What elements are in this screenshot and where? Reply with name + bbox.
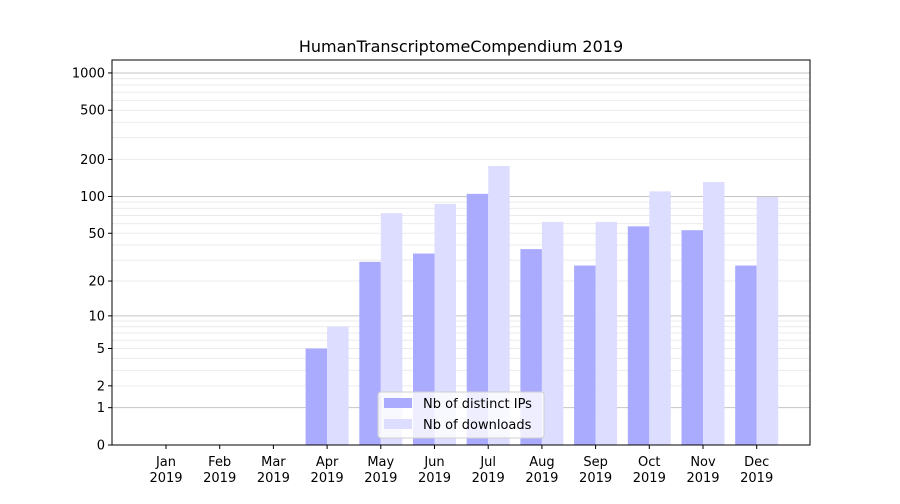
x-tick-label-line: 2019 (525, 471, 558, 486)
legend: Nb of distinct IPs Nb of downloads (377, 391, 545, 439)
x-tick-label: Sep 2019 (579, 455, 612, 486)
plot-frame (111, 59, 811, 446)
x-tick-label: Jul 2019 (472, 455, 505, 486)
bar-downloads (434, 203, 456, 445)
y-axis: 0 1 2 5 10 20 50 100 200 500 1000 (72, 66, 112, 454)
x-tick-label-line: Sep (583, 455, 608, 470)
bar-distinct-ips (574, 265, 596, 445)
x-tick-label: Oct 2019 (633, 455, 666, 486)
bar-distinct-ips (735, 265, 757, 445)
x-tick-label-line: 2019 (257, 471, 290, 486)
x-tick-label: Nov 2019 (686, 455, 719, 486)
y-tick-label: 1 (97, 401, 105, 416)
legend-swatch (384, 419, 412, 429)
bars (305, 165, 779, 445)
x-tick-label-line: 2019 (472, 471, 505, 486)
x-tick-label-line: 2019 (686, 471, 719, 486)
y-tick-label: 20 (88, 275, 105, 290)
y-tick-label: 1000 (72, 66, 105, 81)
x-tick-label-line: 2019 (633, 471, 666, 486)
y-tick-label: 10 (88, 309, 105, 324)
x-tick-label-line: 2019 (364, 471, 397, 486)
bar-downloads (488, 165, 510, 445)
y-tick-label: 5 (97, 342, 105, 357)
bar-distinct-ips (466, 193, 489, 445)
y-tick-label: 200 (80, 153, 105, 168)
x-tick-label: Feb 2019 (203, 455, 236, 486)
x-tick-label: Aug 2019 (525, 455, 558, 486)
x-tick-label-line: 2019 (740, 471, 773, 486)
x-tick-label: Mar 2019 (257, 455, 290, 486)
legend-label: Nb of downloads (423, 418, 532, 433)
y-tick-label: 2 (97, 379, 105, 394)
bar-downloads (756, 197, 779, 445)
x-tick-label-line: Jun (423, 455, 444, 470)
x-tick-label-line: 2019 (579, 471, 612, 486)
bar-downloads (380, 213, 403, 445)
chart-title: HumanTranscriptomeCompendium 2019 (299, 37, 623, 56)
x-tick-label-line: Aug (529, 455, 554, 470)
x-tick-label-line: Mar (261, 455, 286, 470)
x-tick-label-line: Feb (208, 455, 231, 470)
x-tick-label: Jun 2019 (418, 455, 451, 486)
legend-box (377, 391, 545, 439)
x-tick-label-line: 2019 (149, 471, 182, 486)
legend-label: Nb of distinct IPs (423, 397, 532, 412)
legend-swatch (384, 398, 412, 408)
x-tick-label-line: Apr (316, 455, 339, 470)
y-tick-label: 0 (97, 439, 105, 454)
x-tick-label-line: May (367, 455, 394, 470)
x-tick-label-line: 2019 (418, 471, 451, 486)
x-tick-label: Dec 2019 (740, 455, 773, 486)
y-tick-label: 500 (80, 104, 105, 119)
bar-downloads (327, 326, 349, 445)
bar-distinct-ips (681, 230, 703, 445)
x-tick-label-line: Jan (155, 455, 176, 470)
x-tick-label-line: 2019 (311, 471, 344, 486)
bar-downloads (541, 221, 564, 445)
bar-downloads (595, 221, 618, 445)
bar-downloads (703, 182, 725, 445)
y-tick-label: 100 (80, 190, 105, 205)
bar-distinct-ips (627, 226, 650, 445)
x-tick-label-line: Dec (744, 455, 769, 470)
y-tick-label: 50 (88, 227, 105, 242)
bar-distinct-ips (305, 348, 328, 445)
x-tick-label-line: 2019 (203, 471, 236, 486)
x-tick-label: May 2019 (364, 455, 397, 486)
x-tick-label-line: Jul (479, 455, 496, 470)
x-tick-label-line: Oct (638, 455, 660, 470)
bar-downloads (649, 191, 671, 445)
x-tick-label: Jan 2019 (149, 455, 182, 486)
x-tick-label: Apr 2019 (311, 455, 344, 486)
bar-distinct-ips (359, 261, 381, 445)
x-tick-label-line: Nov (690, 455, 716, 470)
